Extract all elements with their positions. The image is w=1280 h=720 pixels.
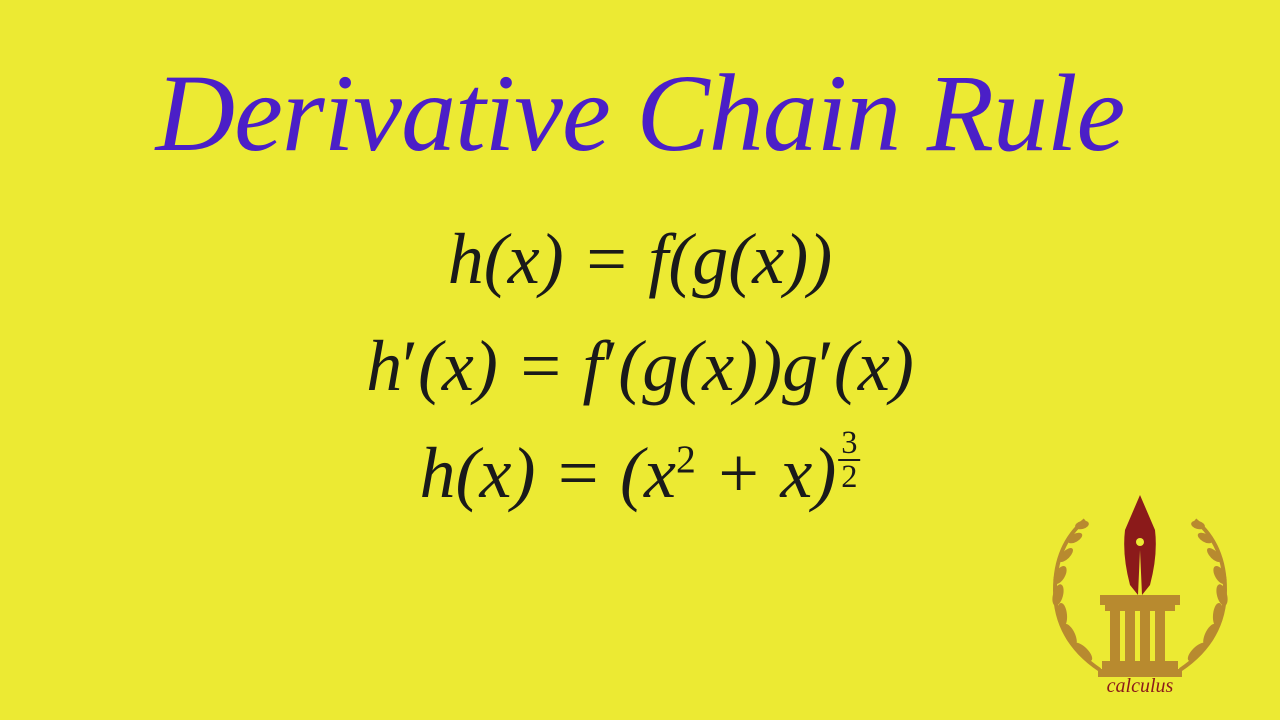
eq1-lhs-h: h xyxy=(448,219,484,299)
logo-label: calculus xyxy=(1107,675,1174,697)
calculus-logo: calculus xyxy=(1030,480,1250,700)
eq2-lhs-h: h xyxy=(366,326,402,406)
eq2-g2: g xyxy=(782,326,818,406)
eq3-lhs-h: h xyxy=(419,433,455,513)
eq2-lhs-x: x xyxy=(442,326,474,406)
eq1-x2: x xyxy=(752,219,784,299)
equation-3: h(x) = (x2 + x)32 xyxy=(419,434,860,513)
eq1-g: g xyxy=(692,219,728,299)
pen-nib-icon xyxy=(1124,495,1156,595)
eq2-f: f xyxy=(582,326,602,406)
eq1-f: f xyxy=(648,219,668,299)
eq3-lhs-x: x xyxy=(479,433,511,513)
eq2-g1: g xyxy=(642,326,678,406)
equation-2: h′(x) = f′(g(x))g′(x) xyxy=(366,327,914,406)
eq3-inner-exp: 2 xyxy=(676,437,696,481)
eq3-x2: x xyxy=(780,433,812,513)
eq2-x3: x xyxy=(858,326,890,406)
equation-1: h(x) = f(g(x)) xyxy=(448,220,832,299)
eq3-outer-exp: 32 xyxy=(838,427,860,494)
equations-block: h(x) = f(g(x)) h′(x) = f′(g(x))g′(x) h(x… xyxy=(366,220,914,514)
eq2-x2: x xyxy=(702,326,734,406)
eq3-frac-den: 2 xyxy=(838,461,860,493)
eq3-x1: x xyxy=(644,433,676,513)
laurel-right xyxy=(1180,519,1230,670)
laurel-left xyxy=(1050,519,1100,670)
eq3-frac-num: 3 xyxy=(838,427,860,461)
column-icon xyxy=(1098,595,1182,677)
page-title: Derivative Chain Rule xyxy=(156,50,1125,177)
eq1-lhs-x: x xyxy=(508,219,540,299)
